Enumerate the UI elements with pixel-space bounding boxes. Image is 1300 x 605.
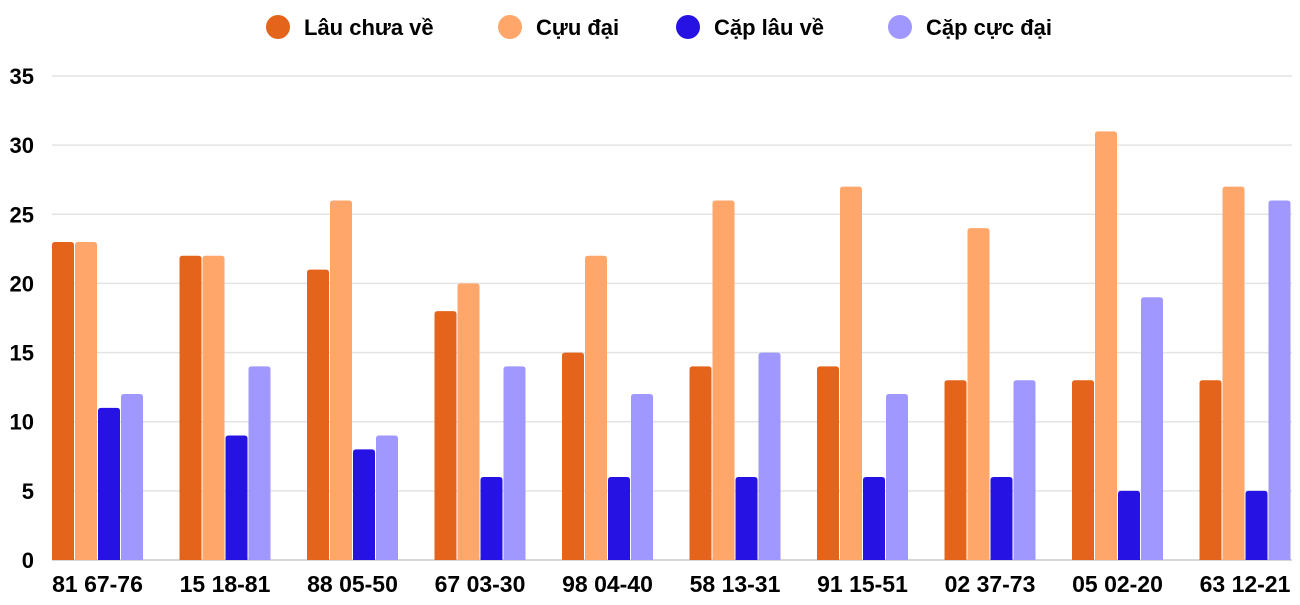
bar	[52, 241, 74, 560]
bar	[990, 477, 1013, 560]
y-axis: 0 5 10 15 20 25 30 35	[10, 64, 34, 573]
bar	[1222, 186, 1245, 560]
legend: Lâu chưa về Cựu đại Cặp lâu về Cặp cực đại	[266, 15, 1052, 40]
bar	[1095, 131, 1117, 561]
bar	[712, 200, 735, 560]
bar	[457, 283, 480, 560]
bar	[1118, 490, 1140, 560]
bar	[1141, 297, 1163, 560]
bar	[121, 394, 143, 560]
legend-label: Cặp lâu về	[714, 15, 824, 40]
x-tick-label: 88 05-50	[307, 571, 398, 597]
bar	[1268, 200, 1291, 560]
y-tick-label: 35	[10, 64, 34, 89]
bar	[1245, 490, 1268, 560]
bar	[944, 380, 967, 560]
bar	[307, 269, 329, 560]
bar	[225, 435, 248, 560]
bar	[817, 366, 839, 560]
y-tick-label: 15	[10, 341, 34, 366]
bar	[434, 311, 457, 560]
legend-swatch	[266, 15, 290, 39]
bar	[1199, 380, 1222, 560]
bar	[248, 366, 271, 560]
x-tick-label: 05 02-20	[1072, 571, 1163, 597]
x-tick-label: 91 15-51	[817, 571, 908, 597]
bar	[840, 186, 862, 560]
bar	[202, 255, 225, 560]
y-tick-label: 25	[10, 202, 34, 227]
x-tick-label: 81 67-76	[52, 571, 143, 597]
x-tick-label: 02 37-73	[945, 571, 1036, 597]
legend-label: Cựu đại	[536, 15, 619, 40]
bar	[1072, 380, 1094, 560]
legend-label: Cặp cực đại	[926, 15, 1052, 40]
bar	[98, 407, 120, 560]
bar	[608, 477, 630, 560]
x-axis: 81 67-76 15 18-81 88 05-50 67 03-30 98 04-40…	[52, 571, 1291, 597]
bar	[1013, 380, 1036, 560]
y-tick-label: 30	[10, 133, 34, 158]
x-tick-label: 63 12-21	[1200, 571, 1291, 597]
legend-item: Lâu chưa về	[266, 15, 434, 40]
x-tick-label: 67 03-30	[435, 571, 526, 597]
legend-item: Cặp lâu về	[676, 15, 824, 40]
bar	[562, 352, 584, 560]
bar	[735, 477, 758, 560]
bar	[75, 241, 97, 560]
y-tick-label: 20	[10, 271, 34, 296]
y-tick-label: 0	[22, 548, 34, 573]
legend-item: Cặp cực đại	[888, 15, 1052, 40]
legend-swatch	[498, 15, 522, 39]
y-tick-label: 10	[10, 410, 34, 435]
x-tick-label: 15 18-81	[180, 571, 271, 597]
bar	[886, 394, 908, 560]
bar	[179, 255, 202, 560]
bar	[480, 477, 503, 560]
x-tick-label: 58 13-31	[690, 571, 781, 597]
x-tick-label: 98 04-40	[562, 571, 653, 597]
bar	[353, 449, 375, 560]
legend-item: Cựu đại	[498, 15, 619, 40]
bar	[503, 366, 526, 560]
bar	[376, 435, 398, 560]
bar	[863, 477, 885, 560]
legend-label: Lâu chưa về	[304, 15, 434, 40]
bars	[52, 131, 1291, 561]
bar	[967, 228, 990, 560]
y-tick-label: 5	[22, 479, 34, 504]
bar	[330, 200, 352, 560]
legend-swatch	[888, 15, 912, 39]
bar	[689, 366, 712, 560]
legend-swatch	[676, 15, 700, 39]
bar	[631, 394, 653, 560]
bar	[758, 352, 781, 560]
bar	[585, 255, 607, 560]
